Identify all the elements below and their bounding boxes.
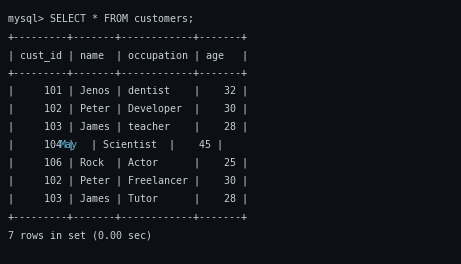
- Text: |     106 | Rock  | Actor      |    25 |: | 106 | Rock | Actor | 25 |: [8, 158, 248, 168]
- Text: +---------+-------+------------+-------+: +---------+-------+------------+-------+: [8, 68, 248, 78]
- Text: |     103 | James | teacher    |    28 |: | 103 | James | teacher | 28 |: [8, 122, 248, 133]
- Text: 7 rows in set (0.00 sec): 7 rows in set (0.00 sec): [8, 230, 152, 240]
- Text: |     103 | James | Tutor      |    28 |: | 103 | James | Tutor | 28 |: [8, 194, 248, 205]
- Text: +---------+-------+------------+-------+: +---------+-------+------------+-------+: [8, 32, 248, 42]
- Text: |     101 | Jenos | dentist    |    32 |: | 101 | Jenos | dentist | 32 |: [8, 86, 248, 97]
- Text: |     102 | Peter | Developer  |    30 |: | 102 | Peter | Developer | 30 |: [8, 104, 248, 115]
- Text: |     104 |: | 104 |: [8, 140, 80, 150]
- Text: May: May: [60, 140, 78, 150]
- Text: |     102 | Peter | Freelancer |    30 |: | 102 | Peter | Freelancer | 30 |: [8, 176, 248, 186]
- Text: | cust_id | name  | occupation | age   |: | cust_id | name | occupation | age |: [8, 50, 248, 61]
- Text: +---------+-------+------------+-------+: +---------+-------+------------+-------+: [8, 212, 248, 222]
- Text: | Scientist  |    45 |: | Scientist | 45 |: [73, 140, 223, 150]
- Text: mysql> SELECT * FROM customers;: mysql> SELECT * FROM customers;: [8, 14, 194, 24]
